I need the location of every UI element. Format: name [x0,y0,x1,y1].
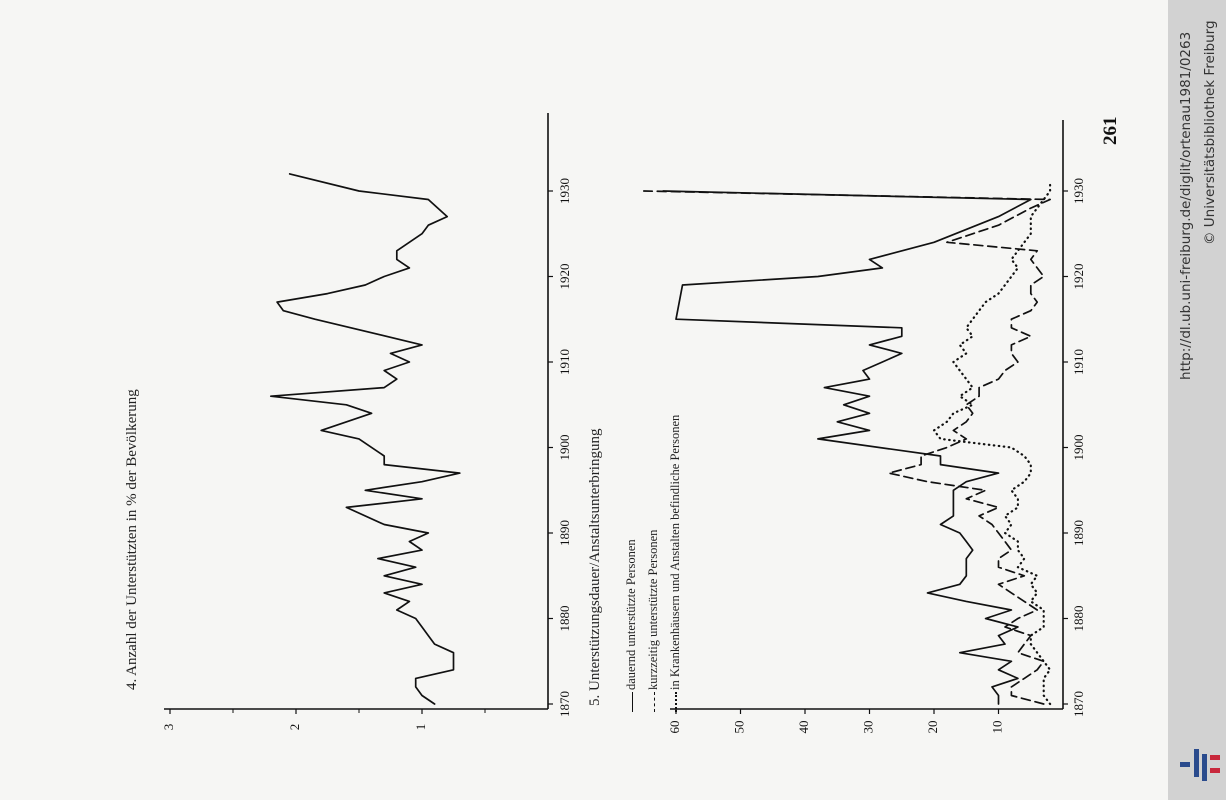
value-tick-label: 20 [925,721,940,734]
series-line-dashed [642,190,1051,705]
series-line-solid [662,190,1032,705]
logo-bar-3 [1202,754,1207,781]
series-line-solid [269,173,461,705]
sidebar-url-link[interactable]: http://dl.ub.uni-freiburg.de/diglit/orte… [1178,31,1194,380]
year-tick-label: 1880 [1071,606,1086,632]
year-tick-label: 1870 [557,691,572,717]
legend-label-dauernd: dauernd unterstützte Personen [624,539,638,690]
ub-freiburg-logo [1180,749,1220,781]
value-tick-label: 3 [161,724,176,731]
year-tick-label: 1890 [1071,520,1086,546]
logo-bar-1 [1180,762,1190,767]
value-tick-label: 40 [796,721,811,734]
logo-bar-4 [1210,755,1220,760]
charts-canvas: 1870 1880 1890 1900 1910 1920 1930 1 2 3 1870 1880… [161,113,1086,734]
legend-label-anstalten: in Krankenhäusern und Anstalten befindli… [668,414,682,690]
chart-4-unterstuetzte: 1870 1880 1890 1900 1910 1920 1930 1 2 3 [161,113,572,730]
value-tick-label: 1 [413,724,428,731]
year-tick-label: 1930 [1071,178,1086,204]
year-tick-label: 1930 [557,178,572,204]
logo-bar-5 [1210,768,1220,773]
value-tick-label: 2 [287,724,302,731]
year-tick-label: 1920 [557,264,572,290]
legend-solid-swatch [631,692,633,712]
value-tick-label: 10 [989,721,1004,734]
logo-bar-2 [1194,749,1199,777]
year-tick-label: 1870 [1071,691,1086,717]
value-tick-label: 50 [731,721,746,734]
value-tick-label: 60 [667,721,682,734]
year-tick-label: 1900 [1071,435,1086,461]
year-tick-label: 1900 [557,435,572,461]
year-tick-label: 1910 [1071,349,1086,375]
chart-5-unterstuetzungsdauer: 1870 1880 1890 1900 1910 1920 1930 10 20 30 40 50 60 [642,120,1086,734]
legend-item-anstalten: in Krankenhäusern und Anstalten befindli… [668,415,683,712]
sidebar-copyright: © Universitätsbibliothek Freiburg [1202,20,1218,245]
year-tick-label: 1920 [1071,264,1086,290]
legend-item-dauernd: dauernd unterstützte Personen [624,539,639,712]
legend-dotted-swatch [675,692,678,712]
year-tick-label: 1890 [557,520,572,546]
page-number: 261 [1100,116,1121,146]
legend-dashed-swatch [653,692,655,712]
library-sidebar [1168,0,1226,800]
legend-item-kurzzeitig: kurzzeitig unterstützte Personen [646,530,661,712]
chart-4-title: 4. Anzahl der Unterstützten in % der Bev… [124,389,140,690]
chart-5-title: 5. Unterstützungsdauer/Anstaltsunterbrin… [587,428,603,706]
legend-label-kurzzeitig: kurzzeitig unterstützte Personen [646,529,660,690]
year-tick-label: 1910 [557,349,572,375]
value-tick-label: 30 [860,721,875,734]
series-line-dotted [932,181,1052,706]
year-tick-label: 1880 [557,606,572,632]
